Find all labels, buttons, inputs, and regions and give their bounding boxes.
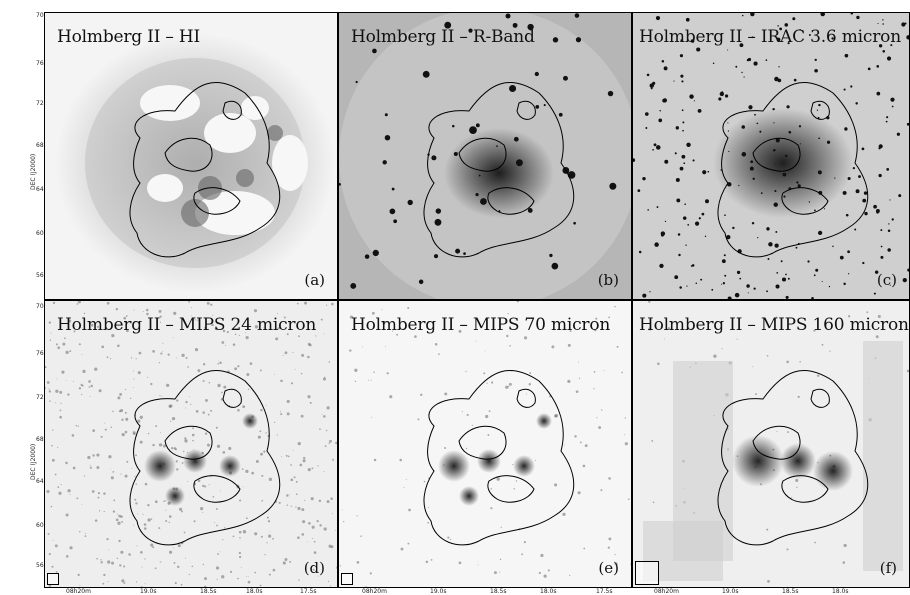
y-tick: 68 xyxy=(36,436,44,443)
y-tick: 60 xyxy=(36,522,44,529)
panel-label: (c) xyxy=(877,271,897,289)
panel-e: Holmberg II – MIPS 70 micron (e) xyxy=(338,300,632,588)
y-tick: 70 xyxy=(36,12,44,19)
y-tick: 64 xyxy=(36,186,44,193)
beam-marker xyxy=(635,561,659,585)
panel-label: (b) xyxy=(598,271,619,289)
panel-a: Holmberg II – HI (a) xyxy=(44,12,338,300)
panel-label: (e) xyxy=(598,559,619,577)
x-tick: 08h20m xyxy=(362,588,387,595)
y-axis-label-bottom: DEC (J2000) xyxy=(30,444,37,480)
beam-marker xyxy=(47,573,59,585)
y-tick: 56 xyxy=(36,272,44,279)
panel-b: Holmberg II – R-Band (b) xyxy=(338,12,632,300)
panel-title: Holmberg II – MIPS 24 micron xyxy=(57,315,316,335)
panel-d: Holmberg II – MIPS 24 micron (d) xyxy=(44,300,338,588)
panel-title: Holmberg II – R-Band xyxy=(351,27,535,47)
y-tick: 70 xyxy=(36,303,44,310)
y-tick: 68 xyxy=(36,142,44,149)
x-tick: 18.5s xyxy=(490,588,507,595)
x-tick: 19.0s xyxy=(430,588,447,595)
y-axis-label-top: DEC (J2000) xyxy=(30,154,37,190)
x-tick: 18.0s xyxy=(246,588,263,595)
y-tick: 56 xyxy=(36,562,44,569)
x-tick: 19.0s xyxy=(722,588,739,595)
panel-label: (f) xyxy=(880,559,897,577)
panel-label: (a) xyxy=(304,271,325,289)
x-tick: 08h20m xyxy=(66,588,91,595)
beam-marker xyxy=(341,573,353,585)
panel-label: (d) xyxy=(304,559,325,577)
panel-f: Holmberg II – MIPS 160 micron (f) xyxy=(632,300,910,588)
panel-image xyxy=(633,301,910,588)
x-tick: 17.5s xyxy=(596,588,613,595)
x-tick: 08h20m xyxy=(654,588,679,595)
y-tick: 60 xyxy=(36,230,44,237)
x-tick: 17.5s xyxy=(300,588,317,595)
panel-image xyxy=(339,301,632,588)
x-tick: 19.0s xyxy=(140,588,157,595)
x-tick: 18.5s xyxy=(782,588,799,595)
y-tick: 72 xyxy=(36,100,44,107)
x-tick: 18.0s xyxy=(540,588,557,595)
panel-image xyxy=(633,13,910,300)
panel-title: Holmberg II – IRAC 3.6 micron xyxy=(639,27,901,47)
panel-title: Holmberg II – MIPS 160 micron xyxy=(639,315,909,335)
panel-title: Holmberg II – HI xyxy=(57,27,200,47)
y-tick: 76 xyxy=(36,60,44,67)
y-tick: 64 xyxy=(36,478,44,485)
y-tick: 72 xyxy=(36,394,44,401)
y-tick: 76 xyxy=(36,350,44,357)
panel-image xyxy=(45,301,338,588)
panel-image xyxy=(45,13,338,300)
panel-title: Holmberg II – MIPS 70 micron xyxy=(351,315,610,335)
panel-c: Holmberg II – IRAC 3.6 micron (c) xyxy=(632,12,910,300)
x-tick: 18.5s xyxy=(200,588,217,595)
panel-image xyxy=(339,13,632,300)
x-tick: 18.0s xyxy=(832,588,849,595)
